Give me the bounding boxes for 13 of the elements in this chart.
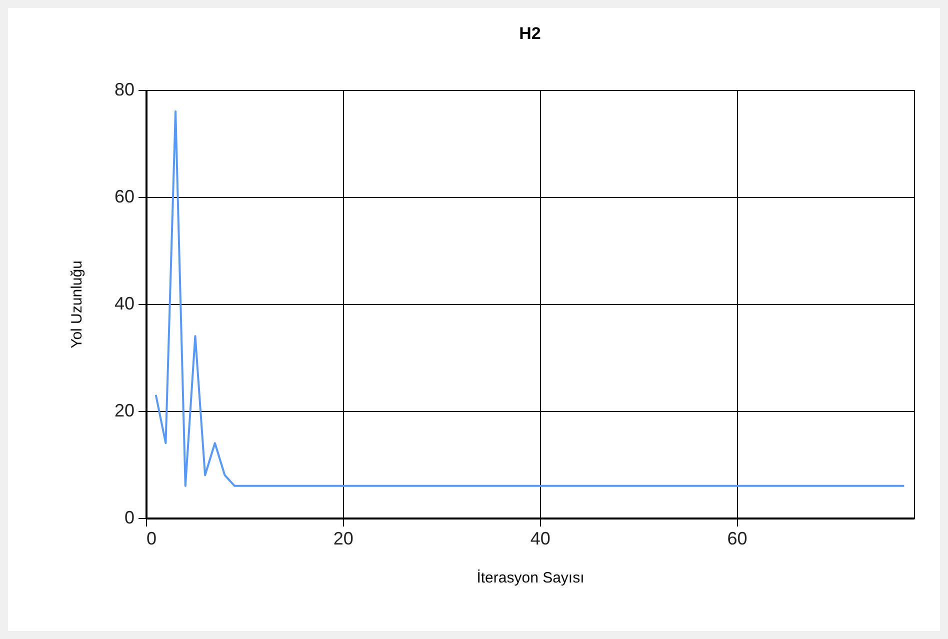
y-tick-label: 0 — [124, 508, 134, 528]
x-axis-title: İterasyon Sayısı — [476, 568, 584, 586]
x-tick-label: 0 — [146, 528, 157, 548]
y-tick-label: 40 — [114, 294, 134, 314]
x-tick-label: 60 — [727, 528, 748, 548]
x-tick-label: 20 — [333, 528, 354, 548]
y-tick-label: 80 — [114, 80, 134, 100]
y-axis-title: Yol Uzunluğu — [68, 260, 86, 348]
y-tick-label: 20 — [114, 400, 134, 420]
line-series — [154, 110, 906, 487]
x-tick-label: 40 — [530, 528, 550, 548]
y-tick-label: 60 — [114, 186, 134, 206]
chart-title: H2 — [519, 24, 541, 43]
